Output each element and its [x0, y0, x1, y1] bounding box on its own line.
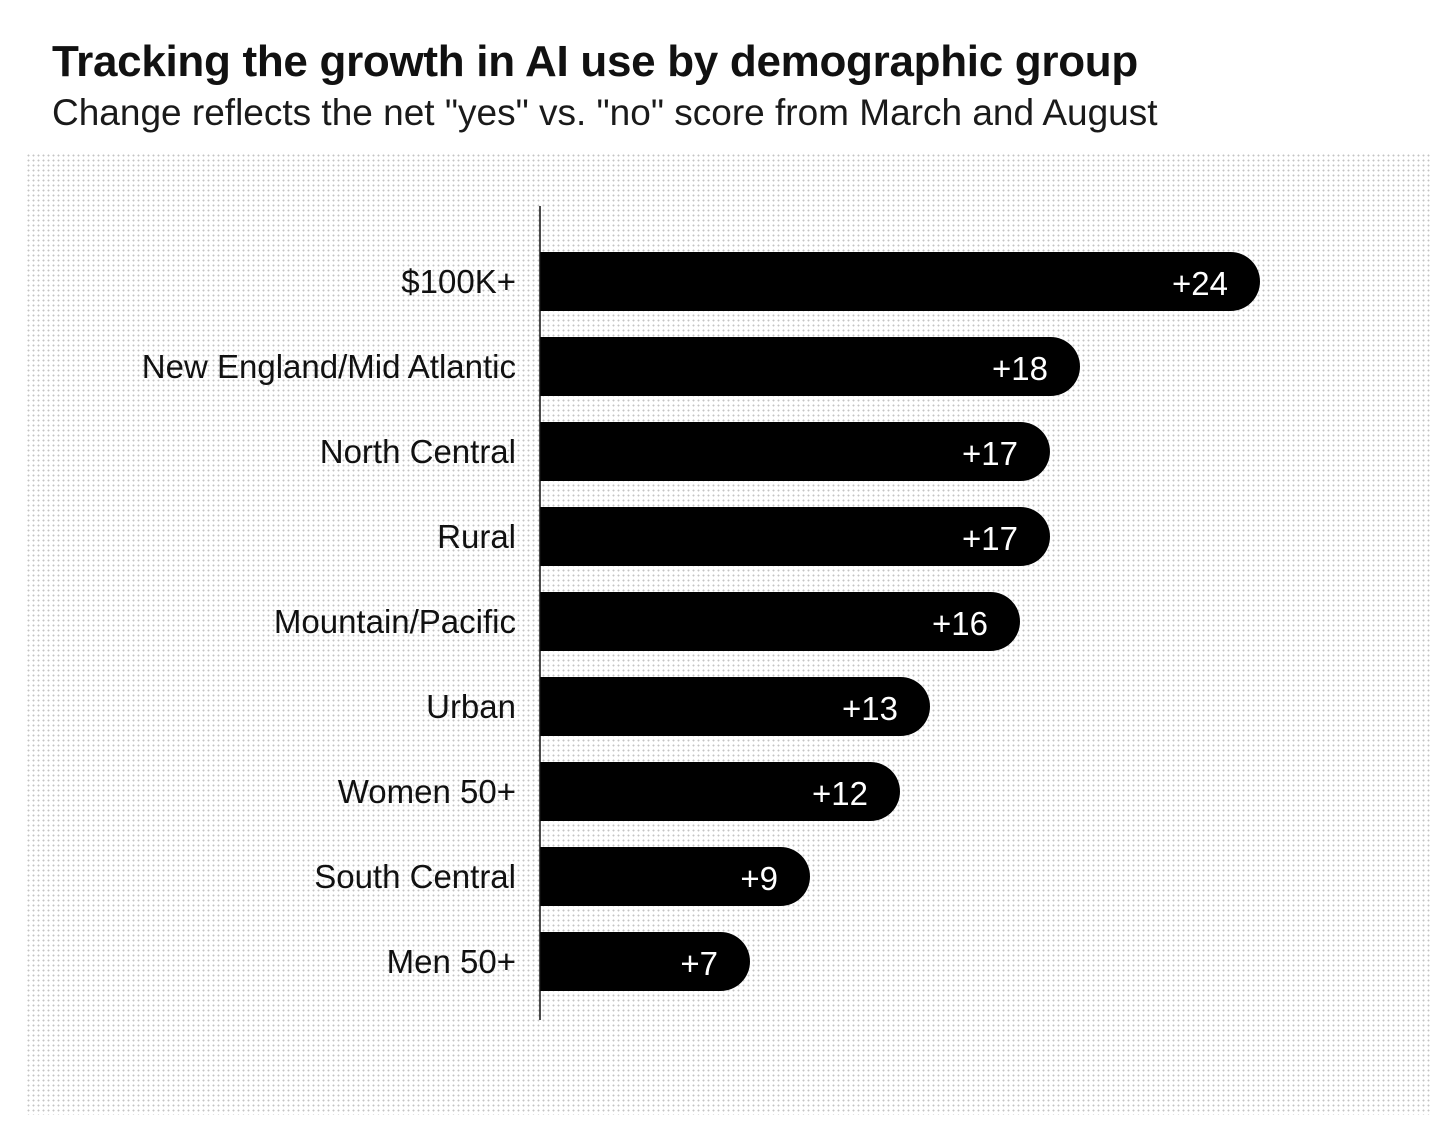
bar-rural [540, 507, 1050, 566]
bar-new-england-mid-atlantic [540, 337, 1080, 396]
value-label-new-england-mid-atlantic: +18 [992, 350, 1048, 387]
bar-north-central [540, 422, 1050, 481]
category-label-new-england-mid-atlantic: New England/Mid Atlantic [142, 348, 516, 385]
chart-subtitle: Change reflects the net "yes" vs. "no" s… [52, 92, 1158, 133]
category-label-women-50: Women 50+ [338, 773, 516, 810]
category-label-men-50: Men 50+ [387, 943, 516, 980]
category-label-100k: $100K+ [401, 263, 516, 300]
category-label-rural: Rural [437, 518, 516, 555]
category-label-south-central: South Central [314, 858, 516, 895]
category-label-north-central: North Central [320, 433, 516, 470]
value-label-men-50: +7 [680, 945, 718, 982]
value-label-mountain-pacific: +16 [932, 605, 988, 642]
bar-mountain-pacific [540, 592, 1020, 651]
category-label-mountain-pacific: Mountain/Pacific [274, 603, 516, 640]
bar-urban [540, 677, 930, 736]
value-label-women-50: +12 [812, 775, 868, 812]
value-label-rural: +17 [962, 520, 1018, 557]
chart-title: Tracking the growth in AI use by demogra… [52, 37, 1138, 86]
plot-area [26, 153, 1430, 1115]
value-label-urban: +13 [842, 690, 898, 727]
bar-south-central [540, 847, 810, 906]
category-label-urban: Urban [426, 688, 516, 725]
value-label-100k: +24 [1172, 265, 1228, 302]
bar-men-50 [540, 932, 750, 991]
bar-100k [540, 252, 1260, 311]
value-label-north-central: +17 [962, 435, 1018, 472]
bar-women-50 [540, 762, 900, 821]
value-label-south-central: +9 [740, 860, 778, 897]
